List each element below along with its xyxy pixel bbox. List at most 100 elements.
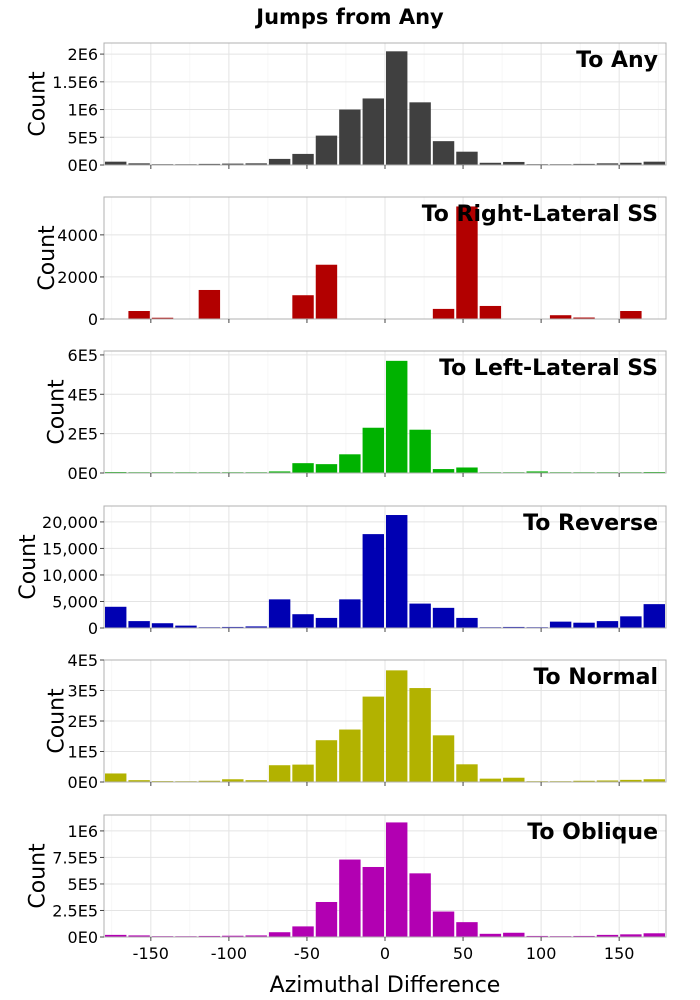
bar xyxy=(643,161,665,165)
bar xyxy=(198,289,221,319)
bar xyxy=(245,935,267,937)
y-tick-label: 1E6 xyxy=(68,822,98,841)
bar xyxy=(222,935,244,937)
bar xyxy=(479,162,502,165)
bar xyxy=(432,607,455,628)
bar xyxy=(222,779,244,782)
y-tick-label: 5,000 xyxy=(52,592,98,611)
y-tick-label: 1.5E6 xyxy=(52,73,98,92)
bar xyxy=(432,141,455,165)
bar xyxy=(573,622,595,628)
y-tick-label: 20,000 xyxy=(42,513,98,532)
y-tick-label: 0E0 xyxy=(68,156,98,175)
bar xyxy=(245,626,267,628)
bar xyxy=(503,932,525,937)
bar xyxy=(432,911,455,937)
bar xyxy=(339,599,361,628)
bar xyxy=(151,623,174,628)
bar xyxy=(503,161,525,165)
bar xyxy=(362,534,384,628)
bar xyxy=(315,617,338,628)
bar xyxy=(222,163,244,165)
bar xyxy=(456,617,478,628)
y-tick-label: 4E5 xyxy=(68,385,98,404)
y-tick-label: 15,000 xyxy=(42,539,98,558)
bar xyxy=(128,621,150,628)
y-axis-label: Count xyxy=(26,843,51,909)
bar xyxy=(175,625,197,628)
bar xyxy=(268,599,291,628)
bar xyxy=(409,688,431,782)
bar xyxy=(105,161,127,165)
bar xyxy=(456,206,478,319)
bar xyxy=(292,614,314,628)
bar xyxy=(245,780,267,782)
bar xyxy=(620,934,642,937)
bar xyxy=(573,317,595,319)
bar xyxy=(573,935,595,937)
bar xyxy=(596,621,619,628)
y-axis-label: Count xyxy=(45,688,70,754)
panel-label: To Normal xyxy=(533,665,658,690)
y-tick-label: 0 xyxy=(88,310,98,329)
bar xyxy=(151,317,174,319)
bar xyxy=(268,765,291,782)
bar xyxy=(105,606,127,628)
bar xyxy=(409,102,431,165)
bar xyxy=(268,932,291,937)
bar xyxy=(292,295,314,319)
y-tick-label: 0E0 xyxy=(68,464,98,483)
y-tick-label: 0E0 xyxy=(68,928,98,947)
x-tick-label: -100 xyxy=(211,944,247,963)
bar xyxy=(643,933,665,937)
x-tick-label: -50 xyxy=(294,944,320,963)
bar xyxy=(386,360,408,473)
bar xyxy=(432,308,455,319)
bar xyxy=(268,158,291,165)
bar xyxy=(479,778,502,782)
bar xyxy=(105,773,127,782)
panel-label: To Right-Lateral SS xyxy=(422,202,658,227)
bar xyxy=(128,163,150,165)
bar xyxy=(339,109,361,165)
panel-label: To Oblique xyxy=(527,820,658,845)
y-tick-label: 1E6 xyxy=(68,101,98,120)
bar xyxy=(339,454,361,473)
bar xyxy=(339,859,361,937)
bar xyxy=(315,901,338,937)
bar xyxy=(620,779,642,782)
panel-1: 0E0 5E5 1E6 1.5E6 2E6 Count To Any xyxy=(26,42,667,175)
bar xyxy=(292,926,314,937)
bar xyxy=(526,471,548,473)
y-tick-label: 4E5 xyxy=(68,651,98,670)
bar xyxy=(503,777,525,782)
bar xyxy=(386,670,408,782)
y-tick-label: 0 xyxy=(88,619,98,638)
bar xyxy=(315,264,338,319)
bar xyxy=(198,163,221,165)
bar xyxy=(292,153,314,165)
bar xyxy=(128,935,150,937)
bar xyxy=(386,51,408,166)
bar xyxy=(409,873,431,937)
bar xyxy=(503,626,525,628)
y-tick-label: 2E5 xyxy=(68,425,98,444)
y-tick-label: 10,000 xyxy=(42,566,98,585)
y-tick-label: 6E5 xyxy=(68,346,98,365)
bar xyxy=(643,779,665,782)
panel-3: 0E0 2E5 4E5 6E5 Count To Left-Lateral SS xyxy=(45,346,667,483)
x-axis-label: Azimuthal Difference xyxy=(270,973,501,998)
bar xyxy=(526,935,548,937)
bar xyxy=(432,469,455,473)
bar xyxy=(292,463,314,473)
bar xyxy=(620,311,642,319)
bar xyxy=(643,604,665,628)
bar xyxy=(549,315,572,319)
bar xyxy=(620,616,642,628)
figure-title: Jumps from Any xyxy=(254,5,444,29)
bar xyxy=(456,467,478,473)
